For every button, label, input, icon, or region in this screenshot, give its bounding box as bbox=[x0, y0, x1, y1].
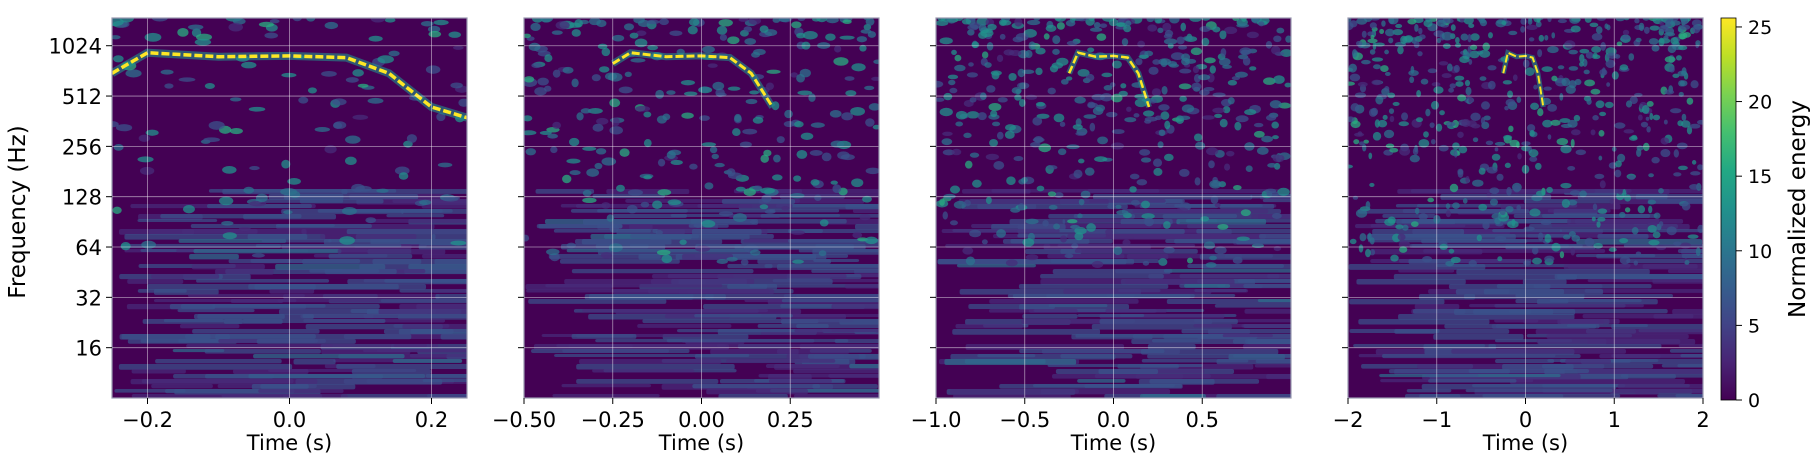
x-tick-label: 0.25 bbox=[767, 408, 814, 432]
energy-texture bbox=[524, 18, 879, 398]
x-tick-label: −1 bbox=[1421, 408, 1452, 432]
x-tick-label: −0.25 bbox=[581, 408, 645, 432]
energy-texture bbox=[1348, 18, 1703, 398]
x-tick-label: −0.2 bbox=[122, 408, 173, 432]
colorbar-tick-label: 5 bbox=[1748, 315, 1760, 337]
x-tick-label: 0.00 bbox=[678, 408, 725, 432]
y-tick-label: 1024 bbox=[49, 35, 102, 59]
chirp-track bbox=[112, 50, 467, 120]
y-tick-label: 64 bbox=[75, 236, 102, 260]
x-axis-label: Time (s) bbox=[1482, 431, 1568, 455]
colorbar: 0 5 10 15 20 25 Normalized energy bbox=[1720, 17, 1811, 412]
spectrogram-panel-4: −2 −1 0 1 2 Time (s) bbox=[1333, 17, 1710, 455]
spectrogram-panel-2: −0.50 −0.25 0.00 0.25 Time (s) bbox=[492, 17, 880, 455]
x-axis-label: Time (s) bbox=[658, 431, 744, 455]
y-tick-label: 128 bbox=[62, 186, 102, 210]
x-axis-label: Time (s) bbox=[246, 431, 332, 455]
y-axis-label: Frequency (Hz) bbox=[5, 125, 31, 298]
x-tick-label: 0.0 bbox=[1097, 408, 1130, 432]
x-tick-label: 0 bbox=[1519, 408, 1532, 432]
x-tick-label: 0.5 bbox=[1186, 408, 1219, 432]
colorbar-tick-label: 25 bbox=[1748, 17, 1772, 39]
y-tick-label: 16 bbox=[75, 337, 102, 361]
x-tick-label: 0.0 bbox=[273, 408, 306, 432]
colorbar-tick-label: 15 bbox=[1748, 166, 1772, 188]
x-axis-label: Time (s) bbox=[1070, 431, 1156, 455]
x-tick-label: −2 bbox=[1333, 408, 1364, 432]
colorbar-gradient bbox=[1720, 17, 1737, 401]
x-tick-label: 0.2 bbox=[415, 408, 448, 432]
y-tick-label: 512 bbox=[62, 85, 102, 109]
x-tick-label: −0.50 bbox=[492, 408, 556, 432]
spectrogram-panel-1: 16 32 64 128 256 512 1024 −0.2 0.0 0.2 Time (s) bbox=[49, 17, 468, 455]
y-tick-label: 256 bbox=[62, 135, 102, 159]
x-tick-label: 1 bbox=[1608, 408, 1621, 432]
x-tick-label: −1.0 bbox=[911, 408, 962, 432]
x-tick-label: 2 bbox=[1696, 408, 1709, 432]
colorbar-tick-label: 20 bbox=[1748, 92, 1772, 114]
colorbar-tick-label: 10 bbox=[1748, 241, 1772, 263]
y-tick-label: 32 bbox=[75, 286, 102, 310]
colorbar-label: Normalized energy bbox=[1785, 100, 1811, 318]
colorbar-tick-label: 0 bbox=[1748, 390, 1760, 412]
x-tick-label: −0.5 bbox=[999, 408, 1050, 432]
spectrogram-panel-3: −1.0 −0.5 0.0 0.5 Time (s) bbox=[911, 17, 1292, 455]
